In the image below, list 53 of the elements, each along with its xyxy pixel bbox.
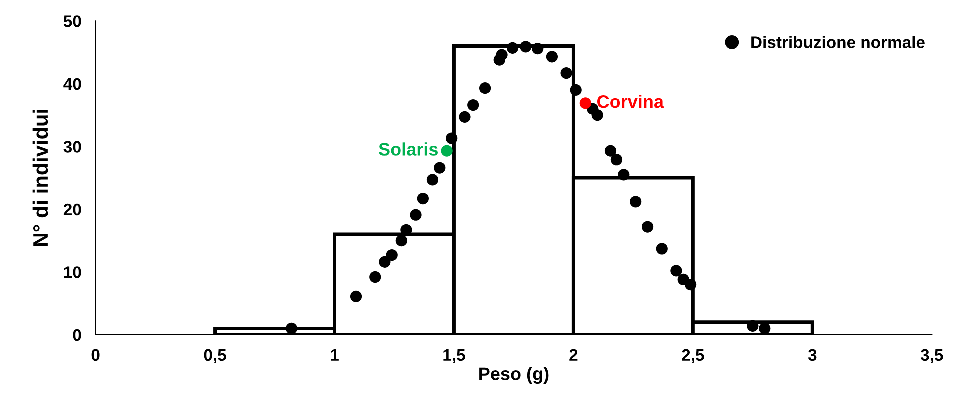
point [642, 221, 654, 233]
point [684, 278, 697, 291]
point [630, 196, 642, 208]
y-tick-label: 40 [64, 78, 82, 90]
point [441, 145, 453, 157]
x-tick-label: 3,5 [920, 349, 944, 364]
x-tick-label: 1 [331, 349, 339, 361]
point [560, 67, 572, 80]
point [370, 271, 382, 284]
x-tick-label: 2 [570, 349, 578, 361]
x-tick-label: 1,5 [444, 349, 466, 364]
x-tick-label: 0 [92, 349, 100, 362]
point [459, 111, 471, 123]
y-tick-label: 10 [64, 266, 82, 278]
point [580, 98, 592, 110]
x-tick-label: 2,5 [682, 349, 704, 364]
point [386, 249, 398, 262]
point [496, 49, 508, 61]
point [434, 162, 446, 174]
point [350, 290, 362, 302]
point [670, 265, 682, 277]
series-label: Corvina [598, 94, 664, 108]
x-tick-label: 3 [808, 349, 817, 362]
y-tick-label: 50 [64, 16, 82, 28]
y-tick-label: 30 [64, 141, 82, 153]
point [610, 154, 623, 166]
point [479, 82, 492, 94]
x-tick-label: 0,5 [204, 349, 226, 364]
point [506, 42, 519, 54]
y-tick-label: 0 [73, 329, 82, 342]
point [468, 99, 480, 112]
point [604, 145, 617, 157]
point [286, 322, 298, 334]
point [396, 235, 408, 247]
point [379, 256, 391, 268]
series-label: Solaris [379, 142, 438, 156]
point [446, 132, 458, 144]
point [546, 51, 558, 63]
y-tick-label: 20 [64, 204, 82, 216]
point [747, 320, 759, 332]
point [426, 174, 439, 186]
point [520, 41, 532, 53]
point [570, 84, 582, 96]
point [410, 209, 422, 221]
point [618, 169, 630, 181]
point [417, 192, 429, 205]
point [592, 109, 604, 122]
x-axis-title: Peso (g) [480, 367, 549, 384]
point [759, 322, 771, 334]
legend-label: Distribuzione normale [752, 36, 925, 48]
point [532, 42, 544, 55]
y-axis-title: N° di individui [32, 110, 48, 246]
point [656, 243, 668, 255]
